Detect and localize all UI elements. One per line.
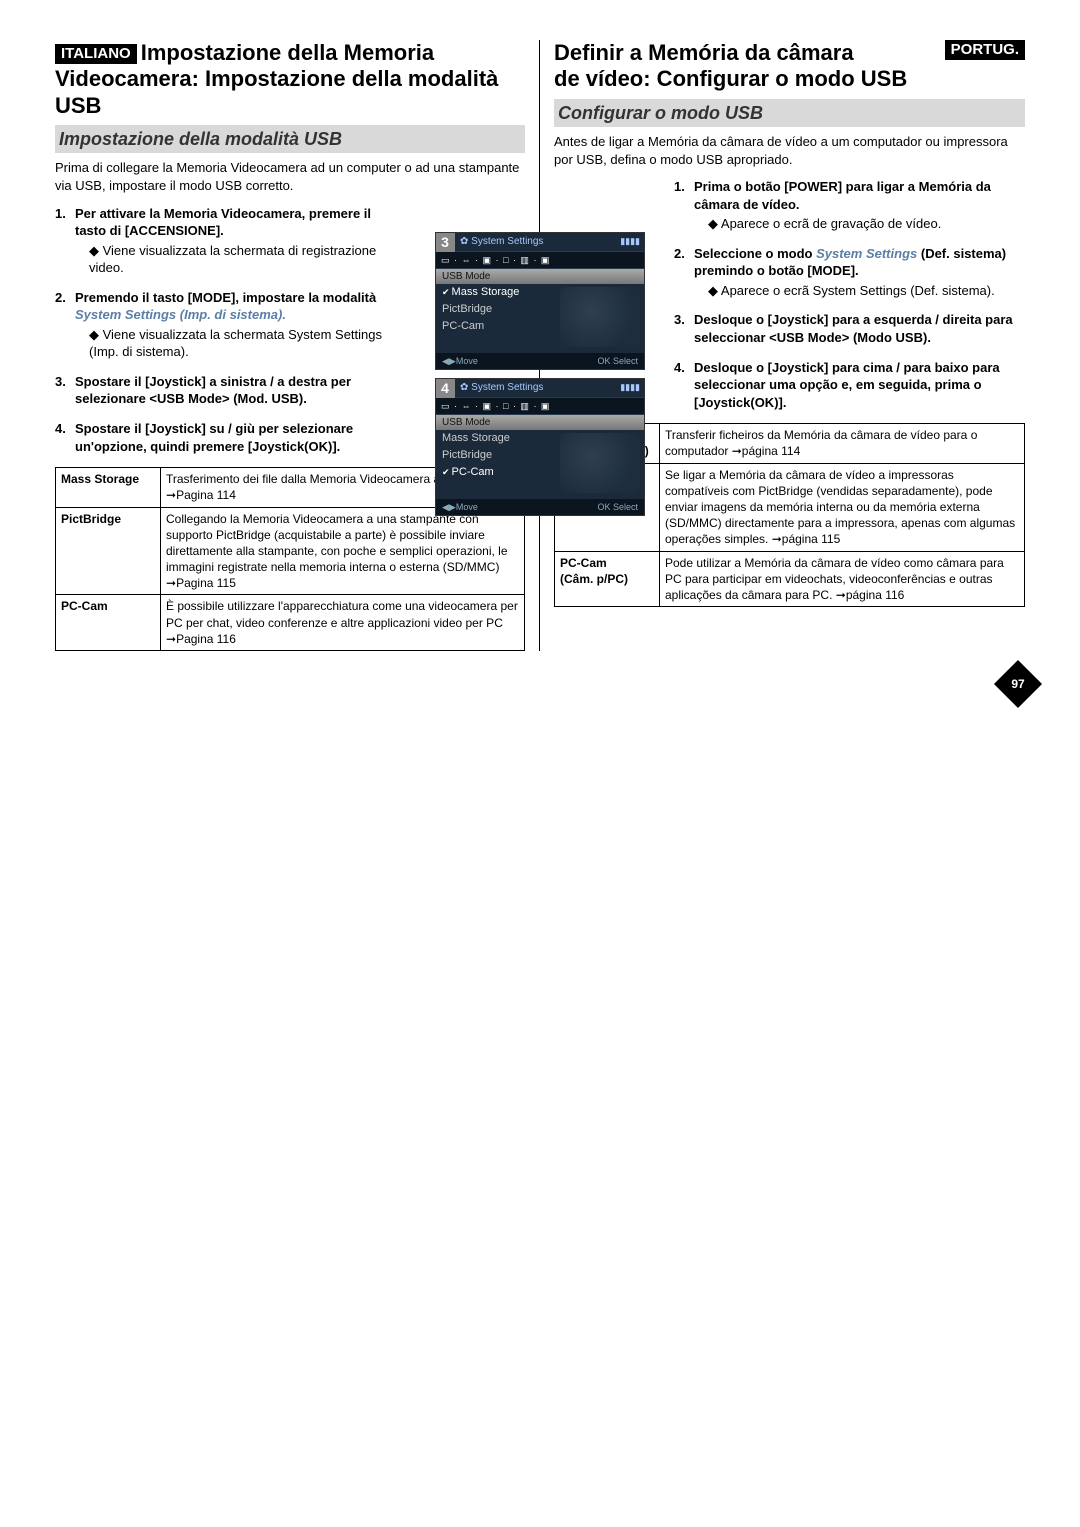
left-step: Premendo il tasto [MODE], impostare la m… — [55, 289, 405, 361]
right-step: Prima o botão [POWER] para ligar a Memór… — [674, 178, 1025, 233]
right-intro: Antes de ligar a Memória da câmara de ví… — [554, 133, 1025, 168]
table-row: PC-Cam È possibile utilizzare l'apparecc… — [56, 595, 525, 651]
mode-desc: Collegando la Memoria Videocamera a una … — [161, 507, 525, 595]
arrow-icon — [836, 588, 846, 602]
gear-icon — [460, 236, 471, 247]
table-row: PC-Cam(Câm. p/PC) Pode utilizar a Memóri… — [555, 551, 1025, 607]
arrow-icon — [166, 488, 176, 502]
right-step: Desloque o [Joystick] para a esquerda / … — [674, 311, 1025, 346]
screen-background-art — [560, 433, 640, 493]
right-chapter-title: PORTUG. Definir a Memória da câmara de v… — [554, 40, 1025, 93]
left-step: Spostare il [Joystick] a sinistra / a de… — [55, 373, 405, 408]
step-head: Desloque o [Joystick] para a esquerda / … — [694, 312, 1013, 345]
page-number: 97 — [1001, 667, 1035, 701]
step-head: Spostare il [Joystick] su / giù per sele… — [75, 421, 353, 454]
arrow-icon — [166, 632, 176, 646]
mode-desc: Se ligar a Memória da câmara de vídeo a … — [660, 463, 1025, 551]
screen-mockups: 3 System Settings▮▮▮▮ ▭ · ⇔ · ▣ · □ · ▥ … — [435, 232, 645, 516]
mode-desc: È possibile utilizzare l'apparecchiatura… — [161, 595, 525, 651]
mode-label: PC-Cam — [56, 595, 161, 651]
mode-desc: Pode utilizar a Memória da câmara de víd… — [660, 551, 1025, 607]
left-step: Per attivare la Memoria Videocamera, pre… — [55, 205, 405, 277]
right-title-line1: Definir a Memória da câmara — [554, 40, 854, 65]
right-step: Desloque o [Joystick] para cima / para b… — [674, 359, 1025, 412]
left-intro: Prima di collegare la Memoria Videocamer… — [55, 159, 525, 194]
screen-header: System Settings▮▮▮▮ — [436, 233, 644, 251]
move-icon: ◀▶ — [442, 356, 456, 366]
sub-bullet: Viene visualizzata la schermata di regis… — [89, 242, 405, 277]
step-head: Spostare il [Joystick] a sinistra / a de… — [75, 374, 351, 407]
mode-label: PC-Cam(Câm. p/PC) — [555, 551, 660, 607]
move-icon: ◀▶ — [442, 502, 456, 512]
screen-step-badge: 3 — [435, 232, 455, 252]
sub-bullet: Aparece o ecrã System Settings (Def. sis… — [708, 282, 1025, 300]
screen-tab-icons: ▭ · ⇔ · ▣ · □ · ▥ · ▣ — [436, 397, 644, 415]
ok-icon: OK Select — [597, 501, 638, 513]
mode-desc: Transferir ficheiros da Memória da câmar… — [660, 424, 1025, 463]
mode-label: PictBridge — [56, 507, 161, 595]
screen-footer: ◀▶Move OK Select — [436, 499, 644, 515]
right-lang-badge: PORTUG. — [945, 40, 1025, 60]
arrow-icon — [772, 532, 782, 546]
screen-background-art — [560, 287, 640, 347]
screen-menu-title: USB Mode — [436, 269, 644, 285]
right-section-title: Configurar o modo USB — [554, 99, 1025, 127]
ok-icon: OK Select — [597, 355, 638, 367]
sub-bullet: Aparece o ecrã de gravação de vídeo. — [708, 215, 1025, 233]
screen-footer: ◀▶Move OK Select — [436, 353, 644, 369]
table-row: PictBridge Collegando la Memoria Videoca… — [56, 507, 525, 595]
battery-icon: ▮▮▮▮ — [620, 381, 640, 393]
left-title-line1: Impostazione della Memoria — [141, 40, 434, 65]
right-title-line2: de vídeo: Configurar o modo USB — [554, 66, 907, 91]
sub-bullet: Viene visualizzata la schermata System S… — [89, 326, 405, 361]
page-number-badge: 97 — [1001, 667, 1035, 701]
step-head: Prima o botão [POWER] para ligar a Memór… — [694, 179, 991, 212]
step-head: Desloque o [Joystick] para cima / para b… — [694, 360, 1000, 410]
screen-3: 3 System Settings▮▮▮▮ ▭ · ⇔ · ▣ · □ · ▥ … — [435, 232, 645, 370]
gear-icon — [460, 382, 471, 393]
left-section-title: Impostazione della modalità USB — [55, 125, 525, 153]
mode-label: Mass Storage — [56, 468, 161, 507]
screen-tab-icons: ▭ · ⇔ · ▣ · □ · ▥ · ▣ — [436, 251, 644, 269]
step-head: Premendo il tasto [MODE], impostare la m… — [75, 290, 376, 323]
screen-4: 4 System Settings▮▮▮▮ ▭ · ⇔ · ▣ · □ · ▥ … — [435, 378, 645, 516]
battery-icon: ▮▮▮▮ — [620, 235, 640, 247]
step-head: Seleccione o modo System Settings (Def. … — [694, 246, 1006, 279]
screen-header: System Settings▮▮▮▮ — [436, 379, 644, 397]
left-chapter-title: ITALIANOImpostazione della Memoria Video… — [55, 40, 525, 119]
arrow-icon — [732, 444, 742, 458]
arrow-icon — [166, 576, 176, 590]
step-head: Per attivare la Memoria Videocamera, pre… — [75, 206, 371, 239]
left-step: Spostare il [Joystick] su / giù per sele… — [55, 420, 405, 455]
left-lang-badge: ITALIANO — [55, 44, 137, 64]
right-step: Seleccione o modo System Settings (Def. … — [674, 245, 1025, 300]
screen-step-badge: 4 — [435, 378, 455, 398]
left-title-line2: Videocamera: Impostazione della modalità… — [55, 66, 498, 117]
screen-menu-title: USB Mode — [436, 415, 644, 431]
